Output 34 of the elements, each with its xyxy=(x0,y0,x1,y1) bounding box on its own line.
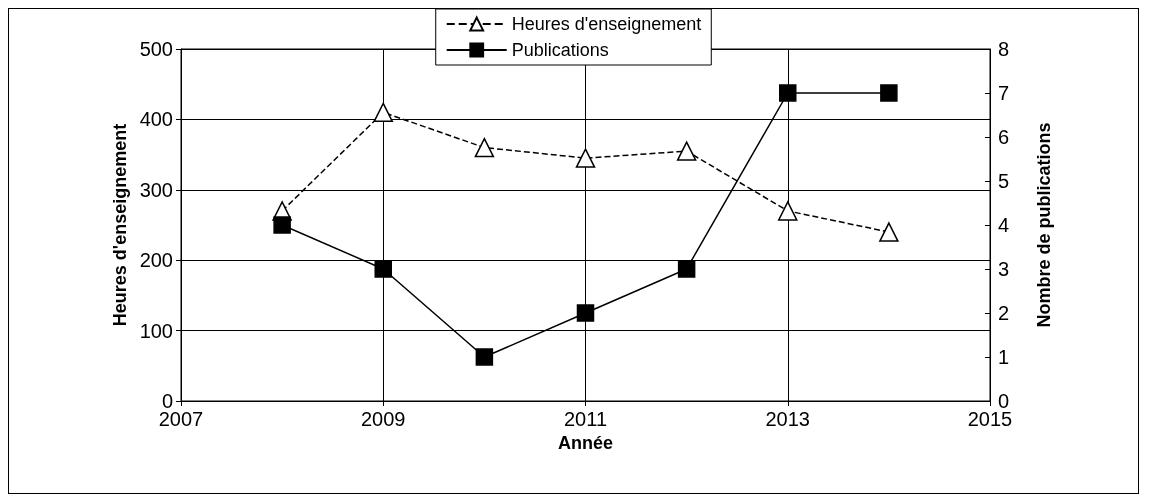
x-tick-label: 2013 xyxy=(765,408,810,430)
point xyxy=(879,222,899,242)
point xyxy=(880,84,898,102)
x-tick-label: 2011 xyxy=(563,408,608,430)
x-axis-title: Année xyxy=(557,432,614,453)
legend-label: Publications xyxy=(511,40,609,60)
y2-tick-label: 3 xyxy=(998,258,1010,280)
y2-tick-label: 8 xyxy=(998,38,1010,60)
point xyxy=(676,141,697,161)
y2-tick-label: 7 xyxy=(998,82,1010,104)
legend-label: Heures d'enseignement xyxy=(511,14,702,34)
y-tick-label: 300 xyxy=(139,178,173,201)
point xyxy=(677,260,696,278)
point xyxy=(273,216,291,234)
y-tick-label: 400 xyxy=(139,108,173,131)
y-tick-label: 100 xyxy=(139,319,173,342)
y-axis-title: Heures d'enseignement xyxy=(109,123,130,327)
y2-tick-label: 6 xyxy=(998,126,1010,148)
point xyxy=(778,201,798,221)
y2-tick-label: 5 xyxy=(998,170,1010,192)
point xyxy=(374,260,392,278)
y2-tick-label: 1 xyxy=(998,346,1010,368)
point xyxy=(474,137,495,158)
point xyxy=(779,84,797,102)
point xyxy=(576,304,595,322)
point xyxy=(475,348,494,366)
point xyxy=(575,148,596,168)
y2-tick-label: 4 xyxy=(998,214,1010,236)
x-tick-label: 2009 xyxy=(361,408,406,430)
y2-axis-title: Nombre de publications xyxy=(1034,122,1054,328)
y-tick-label: 200 xyxy=(139,249,173,272)
y-tick-label: 500 xyxy=(139,38,173,60)
point xyxy=(373,102,393,123)
y2-tick-label: 2 xyxy=(998,302,1010,324)
